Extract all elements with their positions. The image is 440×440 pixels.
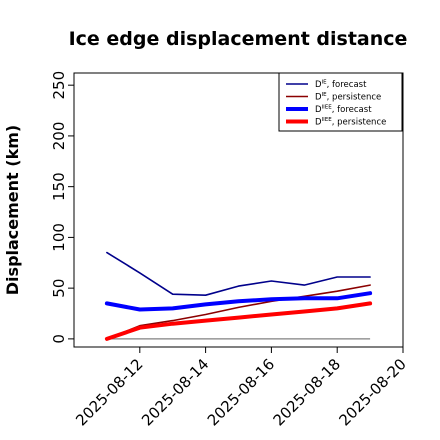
legend-entry-1: DIE, persistence [315, 92, 381, 103]
plot-area: 0501001502002502025-08-122025-08-142025-… [50, 71, 410, 430]
series-line-2 [104, 291, 373, 312]
x-tick-label: 2025-08-12 [72, 355, 146, 429]
y-tick-label: 100 [50, 223, 68, 252]
y-tick-label: 200 [50, 122, 68, 151]
y-axis-label: Displacement (km) [3, 125, 22, 295]
series-line-0 [106, 251, 371, 297]
x-tick-label: 2025-08-16 [204, 355, 278, 429]
plot-frame [73, 72, 404, 348]
y-tick-label: 0 [50, 334, 68, 344]
y-tick-label: 250 [50, 71, 68, 100]
y-tick-label: 150 [50, 172, 68, 201]
legend-entry-0: DIE, forecast [315, 80, 367, 91]
chart-title: Ice edge displacement distance [69, 28, 408, 50]
series-line-3 [104, 301, 373, 341]
y-tick-label: 50 [50, 279, 68, 298]
series-line-1 [106, 284, 371, 340]
x-tick-label: 2025-08-20 [335, 355, 409, 429]
legend-entry-2: DIIEE, forecast [315, 105, 372, 116]
x-tick-label: 2025-08-18 [270, 355, 344, 429]
x-tick-label: 2025-08-14 [138, 355, 212, 429]
legend-entry-3: DIIEE, persistence [315, 117, 386, 128]
